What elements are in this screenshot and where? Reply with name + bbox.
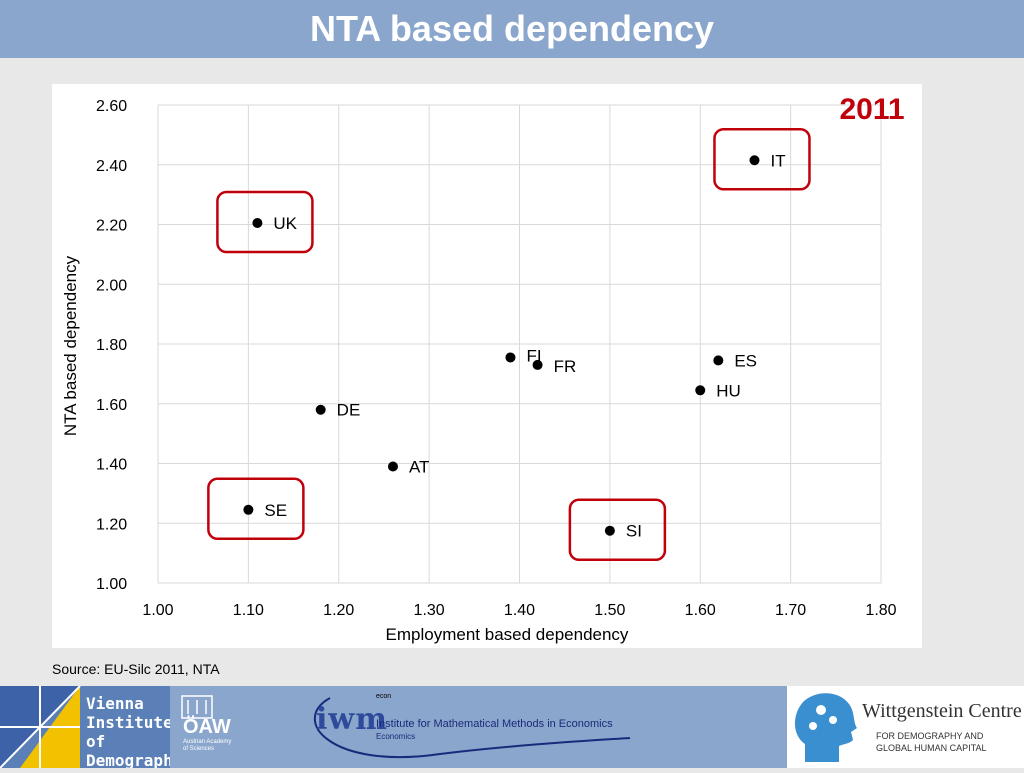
data-label: SI	[626, 522, 642, 541]
data-point	[243, 504, 254, 515]
x-tick-label: 1.50	[594, 602, 625, 619]
x-tick-label: 1.10	[233, 602, 264, 619]
data-label: DE	[337, 401, 361, 420]
iwm-logo-text: iwm	[316, 702, 388, 737]
wittgenstein-sub-line-2: GLOBAL HUMAN CAPITAL	[876, 743, 987, 753]
data-label: SE	[264, 501, 287, 520]
vid-line-2: Institute of	[86, 713, 170, 751]
iwm-subtitle: Economics	[376, 732, 416, 741]
data-point	[532, 359, 543, 370]
source-note: Source: EU-Silc 2011, NTA	[52, 661, 220, 677]
vid-logo-mark	[0, 686, 81, 768]
data-point	[252, 218, 263, 229]
year-label: 2011	[839, 93, 904, 126]
data-point	[604, 525, 615, 536]
x-tick-label: 1.30	[414, 602, 445, 619]
x-tick-label: 1.80	[865, 602, 896, 619]
data-label: ES	[734, 351, 757, 370]
highlight-box	[216, 190, 314, 254]
y-tick-label: 2.60	[96, 98, 127, 115]
y-tick-label: 2.40	[96, 158, 127, 175]
x-tick-label: 1.60	[685, 602, 716, 619]
y-tick-label: 1.80	[96, 337, 127, 354]
head-profile-icon	[794, 693, 857, 762]
y-tick-label: 2.00	[96, 277, 127, 294]
data-label: UK	[273, 214, 297, 233]
wittgenstein-title: Wittgenstein Centre	[862, 700, 1022, 722]
data-point	[387, 461, 398, 472]
footer-bar: Vienna Institute of Demography ÖAW Austr…	[0, 686, 1024, 768]
vid-line-1: Vienna	[86, 694, 144, 713]
data-point	[749, 155, 760, 166]
y-tick-label: 1.20	[96, 516, 127, 533]
x-tick-label: 1.70	[775, 602, 806, 619]
x-tick-label: 1.00	[142, 602, 173, 619]
iwm-econ-label: econ	[376, 693, 392, 700]
oaw-subtitle: Austrian Academy of Sciences	[183, 739, 232, 752]
wittgenstein-logo	[787, 686, 1024, 768]
x-axis-label: Employment based dependency	[386, 625, 629, 644]
page-title: NTA based dependency	[309, 8, 715, 49]
chart-panel: 1.00 1.20 1.40 1.60 1.80 2.00 2.20 2.40 2.60 1.00…	[52, 84, 922, 648]
data-label: IT	[770, 151, 785, 170]
y-tick-label: 2.20	[96, 218, 127, 235]
oaw-crest-icon	[181, 695, 213, 719]
y-tick-label: 1.40	[96, 457, 127, 474]
vid-logo: Vienna Institute of Demography	[0, 686, 170, 768]
iwm-logo-swoosh	[313, 697, 631, 759]
data-label: FR	[554, 357, 577, 376]
wittgenstein-subtitle: FOR DEMOGRAPHY AND GLOBAL HUMAN CAPITAL	[876, 730, 987, 754]
highlight-box	[713, 128, 811, 191]
y-tick-label: 1.60	[96, 397, 127, 414]
vid-logo-text: Vienna Institute of Demography	[86, 694, 170, 768]
wittgenstein-sub-line-1: FOR DEMOGRAPHY AND	[876, 731, 984, 741]
data-point	[315, 404, 326, 415]
highlight-box	[568, 498, 667, 561]
vid-line-3: Demography	[86, 751, 170, 768]
scatter-chart: 1.00 1.20 1.40 1.60 1.80 2.00 2.20 2.40 2.60 1.00…	[61, 93, 905, 644]
x-tick-label: 1.20	[323, 602, 354, 619]
x-tick-label: 1.40	[504, 602, 535, 619]
y-axis-label: NTA based dependency	[61, 255, 80, 436]
data-label: HU	[716, 381, 741, 400]
data-point	[505, 352, 516, 363]
header-bar: NTA based dependency	[0, 0, 1024, 58]
data-label: AT	[409, 457, 429, 476]
data-point	[713, 355, 724, 366]
y-tick-label: 1.00	[96, 576, 127, 593]
highlight-box	[207, 477, 305, 541]
iwm-institute-name: Institute for Mathematical Methods in Ec…	[376, 718, 613, 730]
data-point	[695, 385, 706, 396]
oaw-label: ÖAW	[183, 716, 231, 738]
